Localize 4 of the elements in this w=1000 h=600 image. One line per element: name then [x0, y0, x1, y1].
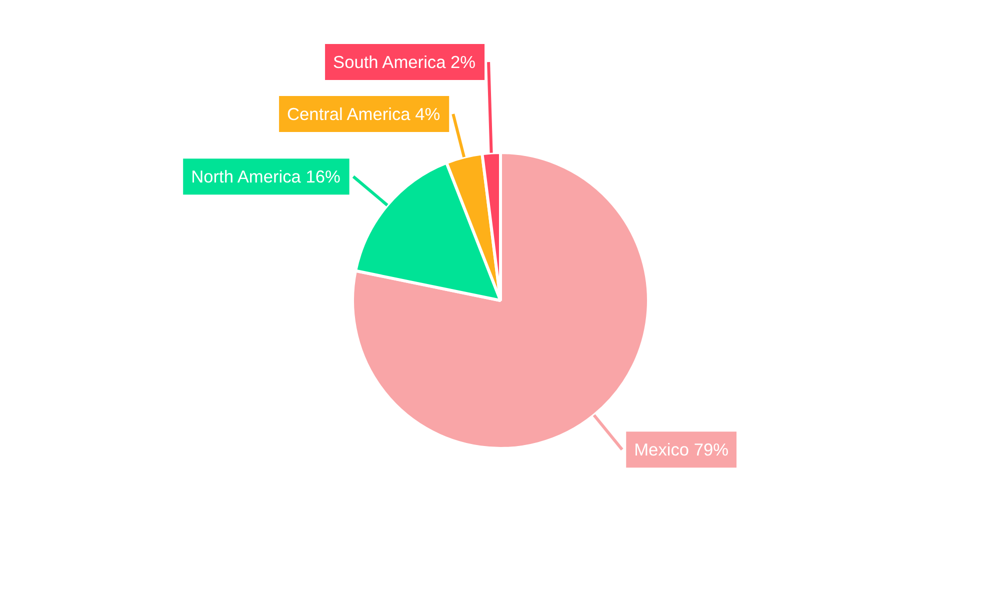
slice-label: Mexico 79% [634, 440, 729, 460]
slice-label: Central America 4% [287, 104, 440, 124]
slice-label: North America 16% [191, 166, 340, 187]
slice-label: South America 2% [333, 52, 476, 72]
